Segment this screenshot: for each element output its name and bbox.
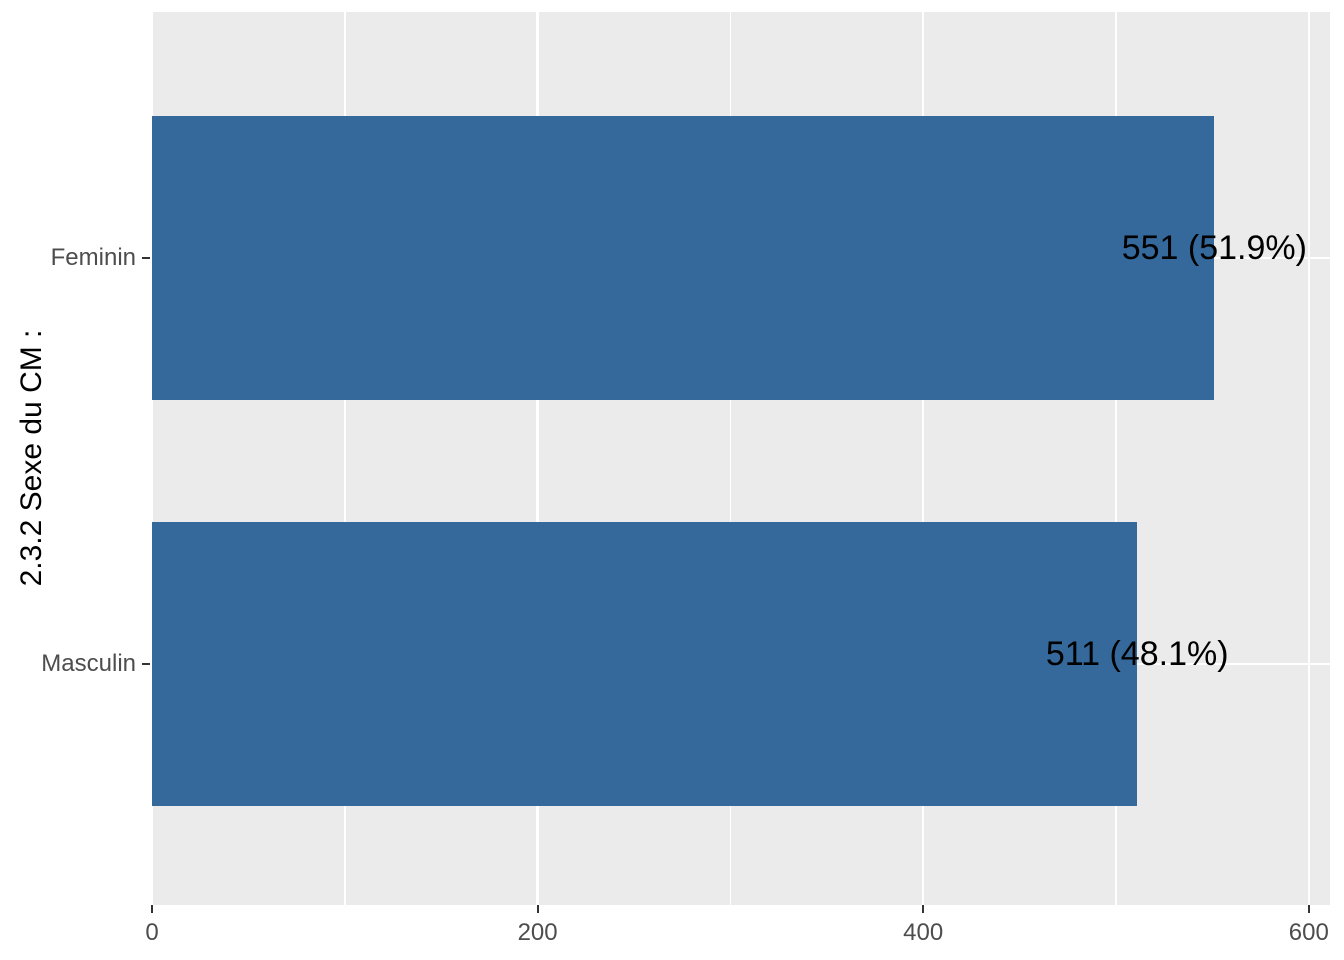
gridline-vertical-major: [536, 12, 539, 905]
y-axis-tick: [142, 257, 150, 259]
x-axis-tick: [1307, 905, 1310, 913]
x-axis-tick-label: 200: [517, 919, 558, 946]
y-axis-title: 2.3.2 Sexe du CM :: [15, 329, 48, 587]
x-axis-tick: [151, 905, 153, 913]
y-axis-tick: [142, 663, 150, 665]
gridline-vertical-minor: [729, 12, 732, 905]
plot-panel: 551 (51.9%) 511 (48.1%): [152, 12, 1330, 905]
bar-value-label: 551 (51.9%): [1121, 229, 1307, 267]
gridline-vertical-major: [1307, 12, 1311, 905]
x-axis-tick-label: 0: [145, 919, 159, 946]
gridline-vertical-minor: [1115, 12, 1117, 905]
bar-feminin: [152, 116, 1215, 400]
x-axis-tick: [536, 905, 539, 913]
x-axis-tick-label: 400: [903, 919, 944, 946]
x-axis-tick: [922, 905, 925, 913]
category-label-masculin: Masculin: [41, 650, 136, 677]
x-axis-tick-label: 600: [1288, 919, 1329, 946]
bar-masculin: [152, 522, 1138, 806]
gridline-vertical-major: [152, 12, 154, 905]
category-label-feminin: Feminin: [50, 244, 136, 271]
gridline-vertical-minor: [343, 12, 346, 905]
bar-value-label: 511 (48.1%): [1045, 635, 1229, 673]
gridline-vertical-major: [921, 12, 925, 905]
